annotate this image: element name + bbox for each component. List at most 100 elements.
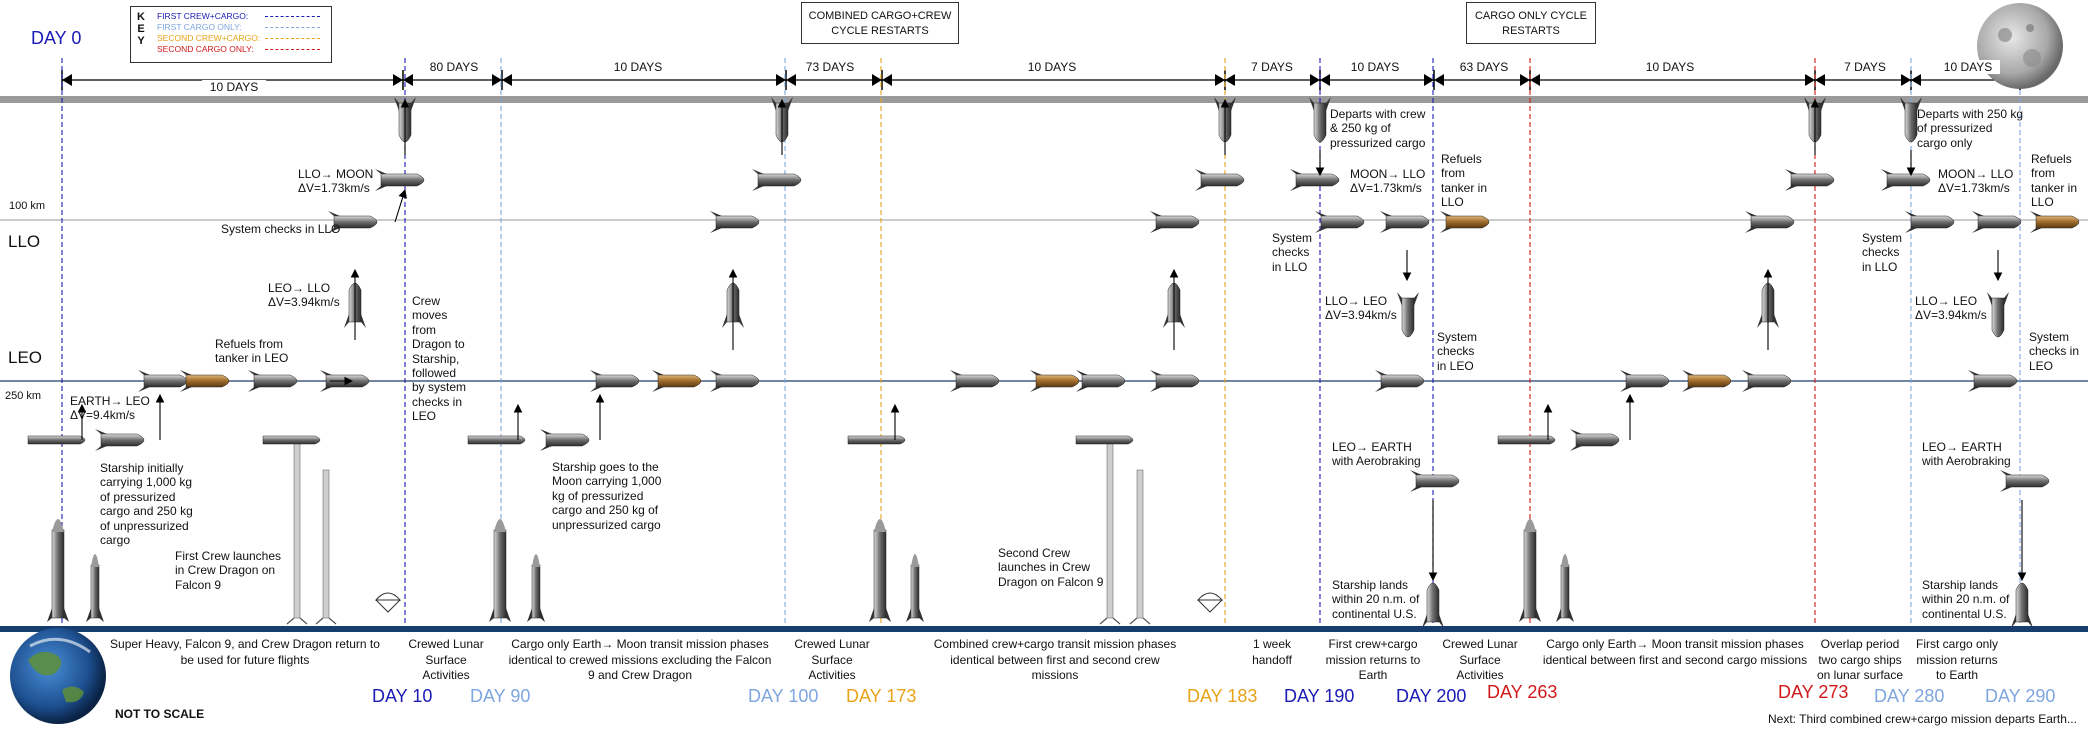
phase-6: 1 week handoff	[1252, 637, 1292, 667]
key-item-swatch	[265, 49, 320, 50]
tanker-ship-icon	[180, 370, 230, 392]
system-checks-leo-1-label: System checks in LEO	[1437, 330, 1478, 373]
first-crew-launch-label: First Crew launches in Crew Dragon on Fa…	[175, 549, 282, 592]
day-label: DAY 280	[1874, 686, 1945, 706]
starship-descending-icon	[1987, 292, 2009, 338]
starship-horizontal-icon	[1905, 211, 1955, 233]
day-label: DAY 273	[1778, 682, 1849, 702]
key-item-swatch	[265, 16, 320, 17]
starship-horizontal-icon	[710, 370, 760, 392]
spacecraft	[27, 97, 2080, 628]
refuels-llo-1-label: Refuels from tanker in LLO	[1441, 152, 1488, 210]
starship-horizontal-icon	[710, 211, 760, 233]
super-heavy-rocket-icon	[489, 519, 511, 622]
span-label: 63 DAYS	[1452, 60, 1516, 74]
starship-horizontal-icon	[1315, 211, 1365, 233]
starship-ground-icon	[847, 435, 906, 445]
lands-2-label: Starship lands within 20 n.m. of contine…	[1922, 578, 2010, 621]
second-crew-launch-label: Second Crew launches in Crew Dragon on F…	[998, 546, 1104, 589]
system-checks-llo-2-label: System checks in LLO	[1272, 231, 1313, 274]
tanker-ship-icon	[1030, 370, 1080, 392]
phase-1: Super Heavy, Falcon 9, and Crew Dragon r…	[110, 637, 380, 667]
starship-goes-label: Starship goes to the Moon carrying 1,000…	[552, 460, 662, 532]
falcon-9-icon	[1129, 469, 1151, 625]
llo-moon-label: LLO→ MOON ΔV=1.73km/s	[298, 167, 374, 196]
starship-horizontal-icon	[590, 370, 640, 392]
span-label: 7 DAYS	[1240, 60, 1304, 74]
starship-horizontal-icon	[752, 169, 802, 191]
tanker-ship-icon	[652, 370, 702, 392]
llo-leo-1-label: LLO→ LEO ΔV=3.94km/s	[1325, 294, 1397, 323]
phase-8: Crewed Lunar Surface Activities	[1442, 637, 1518, 683]
span-label: 10 DAYS	[1638, 60, 1702, 74]
altitude-250km: 250 km	[5, 390, 42, 402]
starship-horizontal-icon	[950, 370, 1000, 392]
system-checks-llo-label: System checks in LLO	[221, 222, 341, 236]
altitude-leo: LEO	[8, 348, 43, 367]
crew-moves-label: Crew moves from Dragon to Starship, foll…	[412, 294, 467, 424]
key-item-label: SECOND CARGO ONLY:	[157, 44, 254, 54]
key-item-label: FIRST CREW+CARGO:	[157, 11, 249, 21]
crew-dragon-capsule-icon	[1196, 592, 1224, 613]
span-label: 73 DAYS	[798, 60, 862, 74]
tanker-ship-icon	[2030, 211, 2080, 233]
next-mission-label: Next: Third combined crew+cargo mission …	[1768, 712, 2077, 726]
key-item-swatch	[265, 38, 320, 39]
llo-leo-2-label: LLO→ LEO ΔV=3.94km/s	[1915, 294, 1987, 323]
departs-crew-label: Departs with crew & 250 kg of pressurize…	[1330, 107, 1426, 150]
moon-image	[1977, 3, 2063, 89]
key-item-label: FIRST CARGO ONLY:	[157, 22, 242, 32]
day-label: DAY 263	[1487, 682, 1558, 702]
starship-horizontal-icon	[328, 211, 378, 233]
altitude-100km: 100 km	[9, 200, 46, 212]
starship-ascending-icon	[1422, 582, 1444, 628]
earth-leo-label: EARTH→ LEO ΔV=9.4km/s	[70, 394, 150, 423]
day-label: DAY 90	[470, 686, 531, 706]
day-label: DAY 200	[1396, 686, 1467, 706]
starship-horizontal-icon	[1290, 169, 1340, 191]
day-label: DAY 190	[1284, 686, 1355, 706]
starship-horizontal-icon	[1076, 370, 1126, 392]
phase-4: Crewed Lunar Surface Activities	[794, 637, 870, 683]
starship-ground-icon	[467, 435, 526, 445]
moon-llo-2-label: MOON→ LLO ΔV=1.73km/s	[1938, 167, 2014, 196]
phase-11: First cargo only mission returns to Eart…	[1915, 637, 1999, 683]
day-label: DAY 183	[1187, 686, 1258, 706]
phase-5: Combined crew+cargo transit mission phas…	[933, 637, 1177, 683]
starship-horizontal-icon	[1410, 470, 1460, 492]
starship-horizontal-icon	[1380, 211, 1430, 233]
phase-10: Overlap period two cargo ships on lunar …	[1816, 637, 1904, 683]
starship-ascending-icon	[2011, 582, 2033, 628]
day-label: DAY 10	[372, 686, 433, 706]
starship-horizontal-icon	[138, 370, 188, 392]
starship-horizontal-icon	[1150, 211, 1200, 233]
day-0-label: DAY 0	[31, 28, 82, 48]
super-heavy-rocket-icon	[527, 554, 545, 622]
tanker-ship-icon	[1682, 370, 1732, 392]
starship-horizontal-icon	[540, 429, 590, 451]
falcon-9-icon	[1099, 439, 1121, 625]
refuels-leo-label: Refuels from tanker in LEO	[215, 337, 289, 366]
starship-horizontal-icon	[1742, 370, 1792, 392]
starship-horizontal-icon	[1570, 429, 1620, 451]
starship-ground-icon	[262, 435, 321, 445]
crew-dragon-capsule-icon	[374, 592, 402, 613]
span-label: 80 DAYS	[422, 60, 486, 74]
altitude-llo: LLO	[8, 232, 41, 251]
span-label: 10 DAYS	[1936, 60, 2000, 74]
moon-llo-1-label: MOON→ LLO ΔV=1.73km/s	[1350, 167, 1426, 196]
span-label: 10 DAYS	[1343, 60, 1407, 74]
combined-cycle-text: COMBINED CARGO+CREW CYCLE RESTARTS	[808, 10, 952, 37]
super-heavy-rocket-icon	[47, 519, 69, 622]
starship-horizontal-icon	[1785, 169, 1835, 191]
starship-initially-label: Starship initially carrying 1,000 kg of …	[100, 461, 193, 547]
phase-3: Cargo only Earth→ Moon transit mission p…	[508, 637, 772, 683]
starship-horizontal-icon	[1972, 211, 2022, 233]
key-item: SECOND CARGO ONLY:	[157, 44, 327, 55]
starship-horizontal-icon	[1881, 169, 1931, 191]
falcon-9-icon	[286, 439, 308, 625]
starship-horizontal-icon	[1375, 370, 1425, 392]
starship-horizontal-icon	[95, 429, 145, 451]
starship-horizontal-icon	[1195, 169, 1245, 191]
key-item-swatch	[265, 27, 320, 28]
